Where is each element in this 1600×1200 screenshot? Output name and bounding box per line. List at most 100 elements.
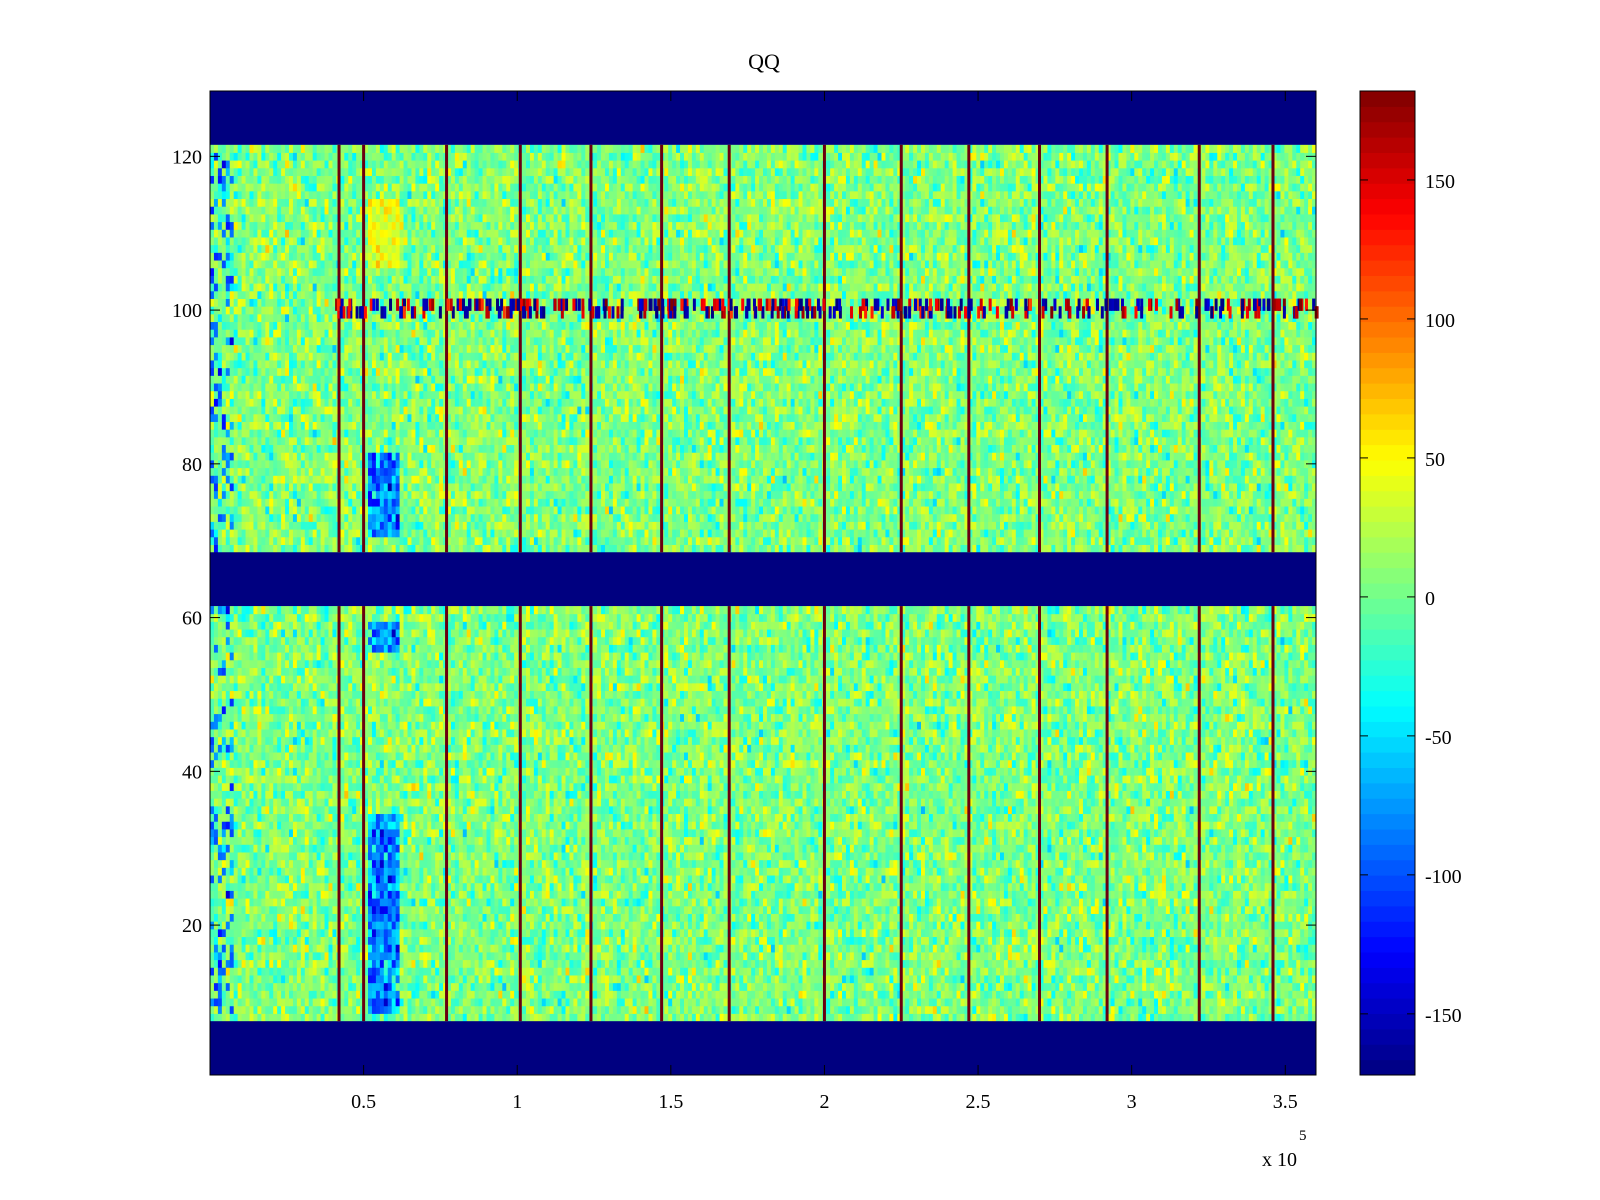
heatmap-cell bbox=[404, 1014, 408, 1022]
heatmap-cell bbox=[775, 967, 779, 975]
heatmap-cell bbox=[874, 952, 878, 960]
heatmap-cell bbox=[629, 998, 633, 1006]
heatmap-cell bbox=[672, 898, 676, 906]
heatmap-cell bbox=[1162, 944, 1166, 952]
heatmap-cell bbox=[253, 906, 257, 914]
heatmap-cell bbox=[569, 960, 573, 968]
heatmap-cell bbox=[218, 929, 222, 937]
heatmap-cell bbox=[613, 960, 617, 968]
heatmap-cell bbox=[878, 906, 882, 914]
heatmap-cell bbox=[700, 990, 704, 998]
heatmap-cell bbox=[1194, 967, 1198, 975]
heatmap-cell bbox=[874, 1014, 878, 1022]
heatmap-cell bbox=[1138, 883, 1142, 891]
heatmap-cell bbox=[1194, 998, 1198, 1006]
heatmap-cell bbox=[771, 990, 775, 998]
heatmap-cell bbox=[498, 891, 502, 899]
heatmap-cell bbox=[795, 937, 799, 945]
heatmap-cell bbox=[1213, 983, 1217, 991]
heatmap-cell bbox=[257, 944, 261, 952]
heatmap-cell bbox=[672, 983, 676, 991]
heatmap-cell bbox=[1154, 990, 1158, 998]
heatmap-cell bbox=[648, 1006, 652, 1014]
heatmap-cell bbox=[625, 983, 629, 991]
heatmap-cell bbox=[1194, 921, 1198, 929]
heatmap-cell bbox=[257, 952, 261, 960]
heatmap-cell bbox=[1253, 891, 1257, 899]
heatmap-cell bbox=[862, 990, 866, 998]
heatmap-cell bbox=[1257, 1014, 1261, 1022]
heatmap-cell bbox=[238, 944, 242, 952]
heatmap-cell bbox=[1280, 967, 1284, 975]
heatmap-cell bbox=[502, 960, 506, 968]
heatmap-cell bbox=[747, 914, 751, 922]
heatmap-cell bbox=[352, 983, 356, 991]
heatmap-cell bbox=[858, 1014, 862, 1022]
heatmap-cell bbox=[411, 983, 415, 991]
heatmap-cell bbox=[573, 1006, 577, 1014]
heatmap-cell bbox=[1075, 1014, 1079, 1022]
heatmap-cell bbox=[269, 998, 273, 1006]
heatmap-cell bbox=[273, 952, 277, 960]
heatmap-cell bbox=[937, 975, 941, 983]
heatmap-cell bbox=[238, 998, 242, 1006]
heatmap-cell bbox=[234, 983, 238, 991]
heatmap-cell bbox=[423, 906, 427, 914]
heatmap-cell bbox=[1024, 1014, 1028, 1022]
heatmap-cell bbox=[712, 983, 716, 991]
heatmap-cell bbox=[1190, 1006, 1194, 1014]
heatmap-cell bbox=[423, 929, 427, 937]
heatmap-cell bbox=[1119, 975, 1123, 983]
heatmap-cell bbox=[625, 883, 629, 891]
heatmap-cell bbox=[502, 1014, 506, 1022]
heatmap-cell bbox=[1059, 983, 1063, 991]
heatmap-cell bbox=[1209, 1006, 1213, 1014]
heatmap-cell bbox=[913, 906, 917, 914]
heatmap-cell bbox=[621, 967, 625, 975]
heatmap-cell bbox=[972, 914, 976, 922]
heatmap-cell bbox=[597, 883, 601, 891]
heatmap-cell bbox=[656, 952, 660, 960]
heatmap-cell bbox=[380, 944, 384, 952]
heatmap-cell bbox=[562, 983, 566, 991]
heatmap-cell bbox=[1134, 906, 1138, 914]
heatmap-cell bbox=[396, 952, 400, 960]
heatmap-cell bbox=[222, 1006, 226, 1014]
heatmap-cell bbox=[573, 937, 577, 945]
heatmap-cell bbox=[795, 983, 799, 991]
heatmap-cell bbox=[411, 921, 415, 929]
heatmap-cell bbox=[889, 990, 893, 998]
heatmap-cell bbox=[261, 914, 265, 922]
heatmap-cell bbox=[534, 990, 538, 998]
heatmap-cell bbox=[1229, 921, 1233, 929]
heatmap-cell bbox=[1280, 1014, 1284, 1022]
heatmap-cell bbox=[530, 921, 534, 929]
heatmap-cell bbox=[818, 921, 822, 929]
heatmap-cell bbox=[388, 998, 392, 1006]
heatmap-cell bbox=[601, 960, 605, 968]
heatmap-cell bbox=[641, 960, 645, 968]
heatmap-cell bbox=[1205, 898, 1209, 906]
heatmap-cell bbox=[1261, 1014, 1265, 1022]
heatmap-cell bbox=[1217, 929, 1221, 937]
heatmap-cell bbox=[372, 944, 376, 952]
heatmap-cell bbox=[352, 990, 356, 998]
heatmap-cell bbox=[396, 921, 400, 929]
heatmap-cell bbox=[427, 990, 431, 998]
heatmap-cell bbox=[301, 960, 305, 968]
heatmap-cell bbox=[1095, 944, 1099, 952]
heatmap-cell bbox=[380, 990, 384, 998]
heatmap-cell bbox=[297, 967, 301, 975]
heatmap-cell bbox=[1178, 998, 1182, 1006]
heatmap-cell bbox=[1178, 898, 1182, 906]
heatmap-cell bbox=[783, 998, 787, 1006]
heatmap-cell bbox=[253, 967, 257, 975]
heatmap-cell bbox=[569, 952, 573, 960]
heatmap-cell bbox=[1091, 937, 1095, 945]
heatmap-cell bbox=[285, 1006, 289, 1014]
heatmap-cell bbox=[1162, 898, 1166, 906]
heatmap-cell bbox=[265, 975, 269, 983]
heatmap-cell bbox=[1059, 967, 1063, 975]
heatmap-cell bbox=[712, 960, 716, 968]
heatmap-cell bbox=[688, 937, 692, 945]
